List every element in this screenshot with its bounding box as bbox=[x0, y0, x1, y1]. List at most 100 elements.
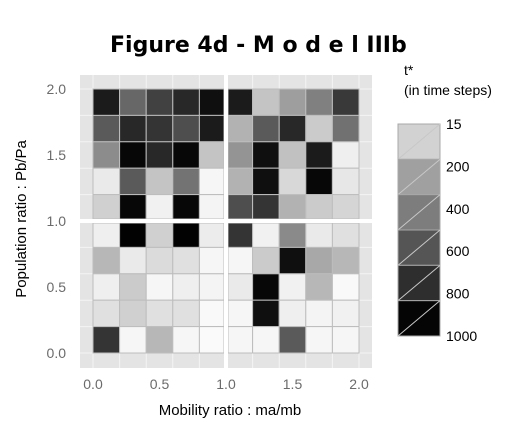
heatmap-cell bbox=[252, 326, 280, 354]
heatmap-cell bbox=[278, 194, 307, 220]
heatmap-cell bbox=[119, 88, 147, 116]
heatmap-cell bbox=[278, 222, 307, 248]
heatmap-cell bbox=[172, 273, 200, 301]
y-tick-label: 2.0 bbox=[47, 81, 67, 97]
colorbar-swatch-diagonal bbox=[397, 194, 441, 231]
heatmap-cell bbox=[278, 114, 307, 143]
heatmap-cell bbox=[172, 246, 200, 275]
heatmap-cell bbox=[278, 273, 307, 301]
heatmap-cell bbox=[119, 246, 147, 275]
heatmap-cell bbox=[145, 114, 174, 143]
heatmap-cell bbox=[331, 114, 360, 143]
heatmap-cell bbox=[145, 273, 174, 301]
heatmap-cell bbox=[252, 246, 280, 275]
heatmap-cell bbox=[227, 246, 254, 275]
heatmap-cell bbox=[119, 167, 147, 196]
y-tick-label: 0.0 bbox=[47, 345, 67, 361]
heatmap-cell bbox=[305, 167, 333, 196]
heatmap-cell bbox=[278, 141, 307, 169]
chart-title: Figure 4d - M o d e l IIIb bbox=[110, 33, 407, 58]
heatmap-cell bbox=[331, 326, 360, 354]
heatmap-cell bbox=[92, 246, 121, 275]
heatmap-cell bbox=[305, 88, 333, 116]
heatmap-cell bbox=[305, 326, 333, 354]
heatmap-cell bbox=[145, 141, 174, 169]
colorbar-swatch-diagonal bbox=[397, 264, 441, 302]
colorbar-tick-label: 200 bbox=[446, 158, 470, 174]
colorbar-tick-label: 400 bbox=[446, 201, 470, 217]
heatmap-cell bbox=[119, 326, 147, 354]
heatmap-cell bbox=[145, 88, 174, 116]
heatmap-cell bbox=[92, 114, 121, 143]
heatmap-cell bbox=[145, 299, 174, 328]
heatmap-cell bbox=[198, 222, 225, 248]
heatmap-cell bbox=[119, 194, 147, 220]
heatmap-cell bbox=[305, 114, 333, 143]
heatmap-cell bbox=[145, 167, 174, 196]
heatmap-cell bbox=[119, 273, 147, 301]
heatmap-cell bbox=[172, 167, 200, 196]
heatmap-cell bbox=[92, 194, 121, 220]
heatmap-cell bbox=[305, 194, 333, 220]
colorbar-swatch-diagonal bbox=[397, 229, 441, 266]
heatmap-cell bbox=[172, 194, 200, 220]
panel-break-horizontal bbox=[74, 219, 372, 223]
heatmap-cell bbox=[278, 167, 307, 196]
heatmap-cell bbox=[278, 299, 307, 328]
heatmap-cell bbox=[198, 88, 225, 116]
heatmap-cell bbox=[305, 273, 333, 301]
heatmap-cell bbox=[198, 326, 225, 354]
heatmap-cell bbox=[227, 167, 254, 196]
heatmap-cell bbox=[198, 141, 225, 169]
heatmap-cell bbox=[92, 326, 121, 354]
heatmap-cell bbox=[92, 273, 121, 301]
heatmap-cell bbox=[198, 114, 225, 143]
heatmap-cell bbox=[198, 299, 225, 328]
x-axis-label: Mobility ratio : ma/mb bbox=[159, 402, 302, 419]
heatmap-cell bbox=[172, 299, 200, 328]
heatmap-cell bbox=[252, 88, 280, 116]
heatmap-cell bbox=[172, 326, 200, 354]
heatmap-cell bbox=[227, 114, 254, 143]
heatmap-cell bbox=[198, 246, 225, 275]
colorbar-swatch-diagonal bbox=[397, 158, 441, 196]
heatmap-cell bbox=[227, 222, 254, 248]
colorbar-title: t* bbox=[404, 62, 414, 78]
heatmap-cell bbox=[278, 246, 307, 275]
heatmap-cell bbox=[305, 222, 333, 248]
heatmap-cell bbox=[92, 222, 121, 248]
y-tick-labels: 0.0 0.5 1.0 1.5 2.0 bbox=[47, 81, 67, 361]
colorbar-subtitle: (in time steps) bbox=[404, 82, 492, 98]
heatmap-cell bbox=[198, 167, 225, 196]
x-tick-label: 0.0 bbox=[83, 376, 103, 392]
heatmap-cell bbox=[331, 299, 360, 328]
heatmap-cell bbox=[92, 167, 121, 196]
heatmap-cell bbox=[92, 88, 121, 116]
heatmap-cell bbox=[252, 194, 280, 220]
heatmap-cell bbox=[331, 141, 360, 169]
heatmap-cell bbox=[227, 194, 254, 220]
heatmap-cell bbox=[331, 88, 360, 116]
y-tick-label: 1.5 bbox=[47, 147, 67, 163]
heatmap-cell bbox=[119, 114, 147, 143]
x-tick-labels: 0.0 0.5 1.0 1.5 2.0 bbox=[83, 376, 369, 392]
heatmap-cell bbox=[331, 194, 360, 220]
x-tick-label: 0.5 bbox=[150, 376, 170, 392]
heatmap-cell bbox=[331, 222, 360, 248]
heatmap-cell bbox=[145, 222, 174, 248]
heatmap-cell bbox=[92, 299, 121, 328]
heatmap-cell bbox=[119, 299, 147, 328]
colorbar-tick-label: 15 bbox=[446, 116, 462, 132]
heatmap-cell bbox=[252, 222, 280, 248]
heatmap-cell bbox=[227, 141, 254, 169]
heatmap-cell bbox=[331, 273, 360, 301]
heatmap-cell bbox=[331, 246, 360, 275]
heatmap-cell bbox=[145, 326, 174, 354]
heatmap-cell bbox=[145, 194, 174, 220]
heatmap-cell bbox=[119, 141, 147, 169]
heatmap-cell bbox=[331, 167, 360, 196]
y-axis-label: Population ratio : Pb/Pa bbox=[13, 140, 30, 298]
heatmap-cell bbox=[278, 326, 307, 354]
heatmap-cell bbox=[278, 88, 307, 116]
heatmap-cell bbox=[172, 88, 200, 116]
